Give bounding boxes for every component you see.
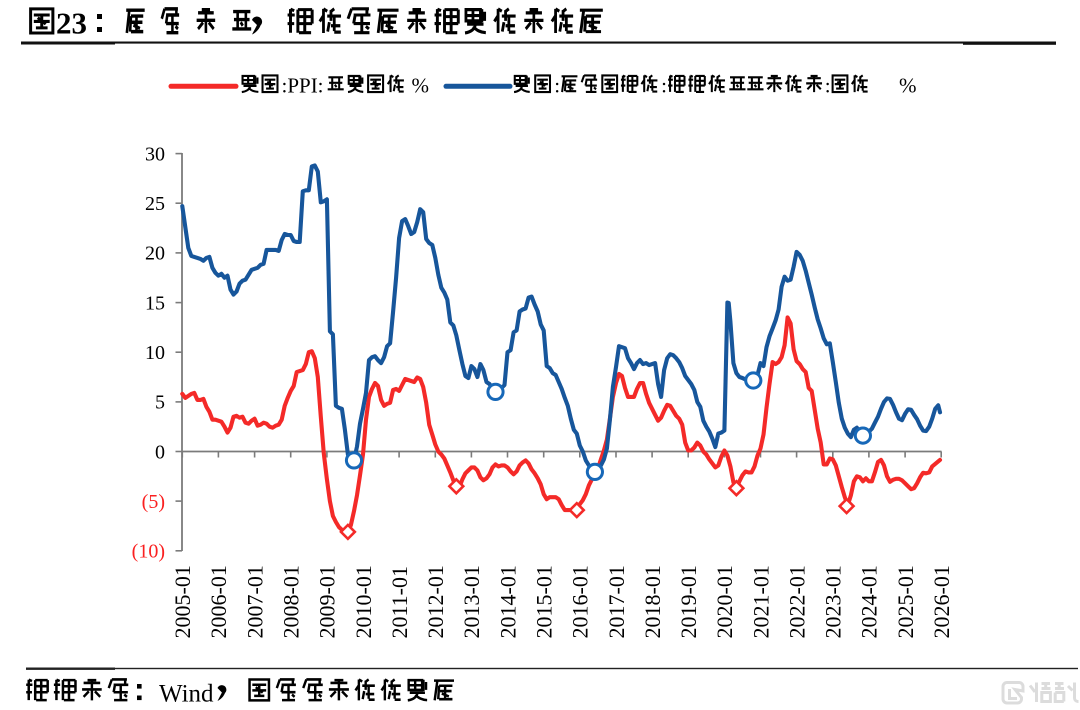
svg-text:2009-01: 2009-01 xyxy=(315,565,340,638)
svg-text:(5): (5) xyxy=(142,491,165,513)
svg-text:2019-01: 2019-01 xyxy=(676,565,701,638)
svg-text:2012-01: 2012-01 xyxy=(423,565,448,638)
svg-text:2022-01: 2022-01 xyxy=(784,565,809,638)
svg-text:2015-01: 2015-01 xyxy=(532,565,557,638)
svg-text:2013-01: 2013-01 xyxy=(459,565,484,638)
svg-text:2026-01: 2026-01 xyxy=(929,565,954,638)
svg-text:2017-01: 2017-01 xyxy=(604,565,629,638)
svg-text:2018-01: 2018-01 xyxy=(640,565,665,638)
svg-text:2006-01: 2006-01 xyxy=(206,565,231,638)
svg-text:10: 10 xyxy=(145,342,165,364)
svg-text:30: 30 xyxy=(145,143,165,165)
svg-text:%: % xyxy=(412,74,430,98)
svg-text:(10): (10) xyxy=(132,541,165,563)
svg-text:2005-01: 2005-01 xyxy=(170,565,195,638)
svg-text::: : xyxy=(661,74,667,98)
svg-text:2014-01: 2014-01 xyxy=(495,565,520,638)
svg-text:5: 5 xyxy=(155,392,165,414)
svg-text:Wind: Wind xyxy=(159,680,214,707)
svg-text:20: 20 xyxy=(145,243,165,265)
svg-text:25: 25 xyxy=(145,193,165,215)
svg-text:0: 0 xyxy=(155,441,165,463)
svg-text:2024-01: 2024-01 xyxy=(857,565,882,638)
svg-text:23: 23 xyxy=(56,6,87,41)
svg-text:2010-01: 2010-01 xyxy=(351,565,376,638)
svg-text:15: 15 xyxy=(145,292,165,314)
svg-text:2011-01: 2011-01 xyxy=(387,566,412,639)
svg-text:2007-01: 2007-01 xyxy=(242,565,267,638)
svg-text:2008-01: 2008-01 xyxy=(279,565,304,638)
svg-text:2025-01: 2025-01 xyxy=(893,565,918,638)
svg-text::PPI:: :PPI: xyxy=(282,74,324,98)
svg-text:2021-01: 2021-01 xyxy=(748,565,773,638)
svg-text:2016-01: 2016-01 xyxy=(568,565,593,638)
svg-text:%: % xyxy=(899,74,917,98)
svg-text:2023-01: 2023-01 xyxy=(821,565,846,638)
svg-text::: : xyxy=(554,74,560,98)
svg-text:2020-01: 2020-01 xyxy=(712,565,737,638)
svg-text::: : xyxy=(825,74,831,98)
